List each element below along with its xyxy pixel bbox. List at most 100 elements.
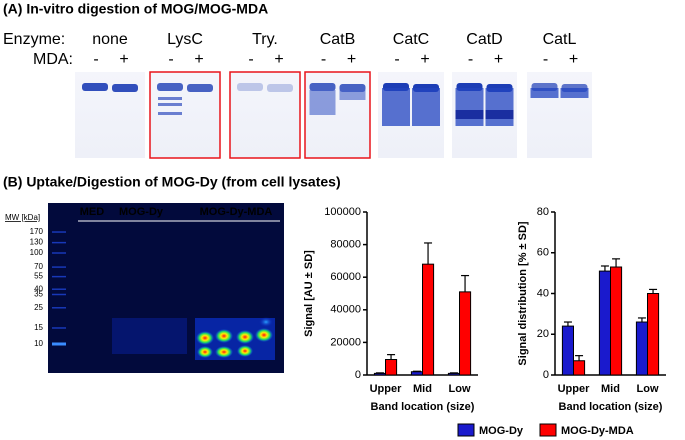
error-bar	[600, 265, 609, 272]
mw-marker: 55	[34, 272, 43, 281]
hot-band	[196, 331, 214, 345]
bar	[647, 293, 660, 376]
mda-state: -	[394, 51, 399, 68]
mda-state: +	[494, 51, 503, 68]
error-bar	[461, 274, 470, 292]
enzyme-name: Try.	[252, 31, 278, 48]
panel-a-title: (A) In-vitro digestion of MOG/MOG-MDA	[3, 1, 268, 17]
y-tick-label: 100000	[324, 206, 361, 218]
y-tick-label: 60000	[330, 271, 361, 283]
bar	[459, 291, 472, 376]
bar	[573, 360, 586, 376]
enzyme-name: CatD	[466, 31, 502, 48]
bar	[410, 371, 423, 376]
gel-band	[267, 84, 293, 92]
enzyme-name: CatB	[320, 31, 356, 48]
x-axis-label: Band location (size)	[559, 401, 663, 413]
error-bar	[649, 288, 658, 294]
hot-band	[197, 346, 213, 358]
mda-state: -	[168, 51, 173, 68]
y-tick-label: 40000	[330, 304, 361, 316]
gel-band	[309, 83, 336, 91]
mw-marker: 170	[30, 227, 44, 236]
y-tick-label: 0	[543, 369, 549, 381]
hot-band	[236, 330, 254, 344]
mw-marker: 130	[30, 238, 44, 247]
bar	[610, 266, 623, 376]
legend-swatch	[457, 423, 475, 437]
x-tick-label: Mid	[413, 383, 432, 395]
mw-marker: 10	[34, 339, 43, 348]
enzyme-name: CatC	[393, 31, 429, 48]
charts: 0 20000 40000 60000 80000 100000 Signal [AU ± …	[303, 206, 666, 413]
panel-b-title: (B) Uptake/Digestion of MOG-Dy (from cel…	[3, 174, 341, 190]
y-tick-label: 0	[355, 369, 361, 381]
y-tick-label: 40	[537, 287, 549, 299]
gel-band	[158, 97, 182, 100]
gel-smear	[382, 88, 410, 126]
error-bar	[637, 317, 646, 323]
enzyme-label: Enzyme:	[3, 31, 65, 48]
error-bar	[424, 242, 433, 265]
mda-state: -	[248, 51, 253, 68]
y-axis-label: Signal distribution [% ± SD]	[517, 221, 529, 365]
hot-band	[237, 345, 253, 357]
y-axis-label: Signal [AU ± SD]	[303, 250, 315, 337]
y-tick-label: 20000	[330, 336, 361, 348]
bar	[561, 325, 575, 376]
bar	[598, 270, 612, 376]
gel-band	[187, 84, 213, 92]
group-label: MED	[80, 206, 105, 218]
error-bar	[612, 258, 621, 268]
y-tick-label: 60	[537, 247, 549, 259]
x-tick-label: Upper	[558, 383, 591, 395]
gel-smear	[455, 88, 484, 126]
mda-state: +	[569, 51, 578, 68]
group-label: MOG-Dy	[119, 206, 164, 218]
hot-band	[215, 329, 233, 343]
gel-smear	[339, 90, 366, 100]
mda-state: +	[347, 51, 356, 68]
enzyme-name: LysC	[167, 31, 203, 48]
mda-state: -	[93, 51, 98, 68]
error-bar	[575, 355, 584, 361]
legend-swatch	[539, 423, 557, 437]
band	[259, 317, 273, 327]
gel-band	[158, 103, 182, 106]
gel-band	[112, 84, 138, 92]
mw-marker: 25	[34, 303, 43, 312]
gel-band	[485, 110, 514, 119]
error-bar	[387, 354, 396, 360]
smear	[112, 318, 187, 354]
hot-band	[255, 328, 273, 342]
x-tick-label: Upper	[370, 383, 403, 395]
gel-band	[158, 112, 182, 115]
mda-state: +	[119, 51, 128, 68]
hot-band	[215, 346, 233, 358]
mw-marker: 40	[34, 284, 43, 293]
gel-smear	[309, 90, 336, 115]
y-tick-label: 20	[537, 328, 549, 340]
gel-smear	[485, 88, 514, 126]
gel-band	[455, 110, 484, 119]
mda-label: MDA:	[33, 51, 73, 68]
bar	[373, 372, 386, 376]
group-label: MOG-Dy-MDA	[200, 206, 273, 218]
enzyme-name: CatL	[543, 31, 577, 48]
enzyme-name: none	[92, 31, 128, 48]
mw-marker: 15	[34, 323, 43, 332]
x-axis-label: Band location (size)	[371, 401, 475, 413]
gel-smear	[560, 88, 589, 98]
legend-label: MOG-Dy	[479, 425, 524, 437]
mda-state: +	[420, 51, 429, 68]
x-tick-label: Low	[637, 383, 659, 395]
gel-band	[157, 83, 183, 91]
gel-smear	[412, 88, 440, 126]
mda-state: -	[468, 51, 473, 68]
mw-marker: 35	[34, 290, 43, 299]
mw-marker: 100	[30, 248, 44, 257]
mw-label: MW [kDa]	[5, 213, 40, 222]
mda-state: +	[274, 51, 283, 68]
error-bar	[563, 321, 572, 327]
